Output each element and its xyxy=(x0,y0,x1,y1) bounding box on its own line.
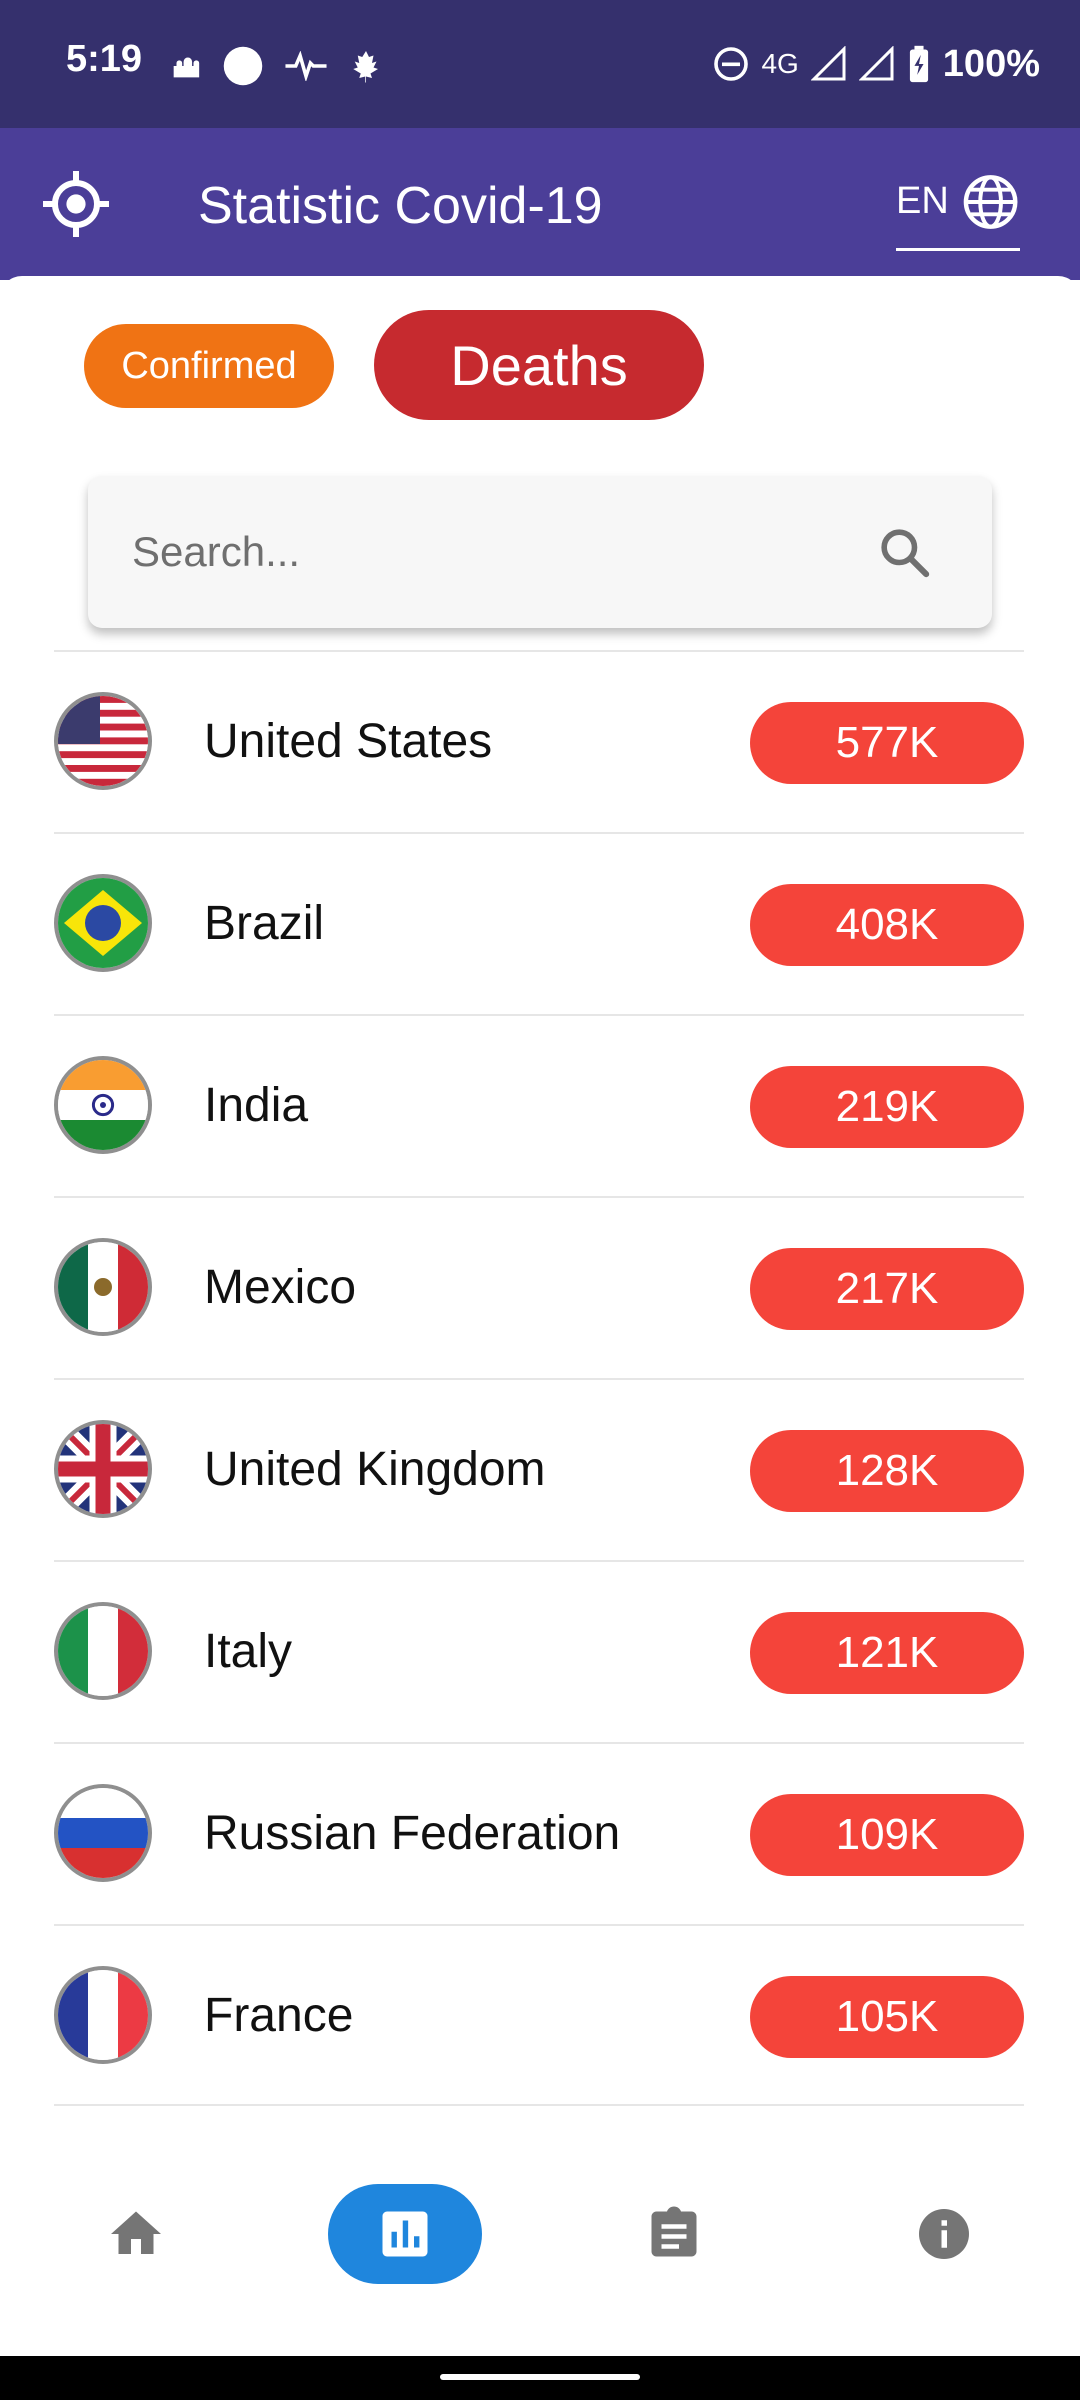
list-divider xyxy=(54,832,1024,834)
pulse-notification-icon xyxy=(285,51,327,81)
signal-icon xyxy=(810,46,846,81)
home-gesture-handle[interactable] xyxy=(440,2374,640,2380)
country-name: Brazil xyxy=(204,897,325,950)
maple-leaf-notification-icon xyxy=(353,51,378,83)
death-count-badge: 121K xyxy=(750,1612,1024,1694)
france-flag-icon xyxy=(54,1966,152,2064)
info-icon xyxy=(919,2209,969,2259)
country-name: United States xyxy=(204,715,493,768)
mexico-flag-icon xyxy=(54,1238,152,1336)
brazil-flag-icon xyxy=(54,874,152,972)
system-icons: 4G 100% xyxy=(713,36,1040,92)
country-name: France xyxy=(204,1989,354,2042)
gesture-bar xyxy=(0,2356,1080,2400)
battery-percent: 100% xyxy=(942,42,1040,85)
status-bar: 5:19 4G 100% xyxy=(0,0,1080,128)
my-location-icon[interactable] xyxy=(40,168,112,240)
list-divider xyxy=(54,1196,1024,1198)
country-row[interactable]: Mexico 217K xyxy=(0,1198,1080,1378)
country-name: Russian Federation xyxy=(204,1807,621,1860)
country-name: Italy xyxy=(204,1625,293,1678)
globe-icon xyxy=(963,175,1018,229)
death-count-badge: 105K xyxy=(750,1976,1024,2058)
do-not-disturb-icon xyxy=(714,47,749,81)
status-time: 5:19 xyxy=(66,38,143,80)
nav-home[interactable] xyxy=(86,2184,186,2284)
app-title: Statistic Covid-19 xyxy=(198,177,603,235)
death-count-badge: 408K xyxy=(750,884,1024,966)
country-row[interactable]: Russian Federation 109K xyxy=(0,1744,1080,1924)
list-divider xyxy=(54,1014,1024,1016)
list-divider xyxy=(54,650,1024,652)
country-row[interactable]: France 105K xyxy=(0,1926,1080,2106)
russia-flag-icon xyxy=(54,1784,152,1882)
country-row[interactable]: United States 577K xyxy=(0,652,1080,832)
language-selector[interactable]: EN xyxy=(896,172,1020,251)
country-name: India xyxy=(204,1079,309,1132)
language-code: EN xyxy=(896,180,949,222)
uk-flag-icon xyxy=(54,1420,152,1518)
search-bar[interactable]: Search... xyxy=(88,476,992,628)
country-name: Mexico xyxy=(204,1261,357,1314)
us-flag-icon xyxy=(54,692,152,790)
india-flag-icon xyxy=(54,1056,152,1154)
list-divider xyxy=(54,1378,1024,1380)
network-type-label: 4G xyxy=(761,48,799,79)
nav-reports[interactable] xyxy=(624,2184,724,2284)
notification-icons xyxy=(168,40,384,92)
country-row[interactable]: United Kingdom 128K xyxy=(0,1380,1080,1560)
country-row[interactable]: Italy 121K xyxy=(0,1562,1080,1742)
mosque-notification-icon xyxy=(173,57,200,78)
search-input[interactable]: Search... xyxy=(132,528,301,575)
death-count-badge: 577K xyxy=(750,702,1024,784)
death-count-badge: 217K xyxy=(750,1248,1024,1330)
country-row[interactable]: India 219K xyxy=(0,1016,1080,1196)
confirmed-filter-button[interactable]: Confirmed xyxy=(84,324,334,408)
signal-icon-2 xyxy=(858,46,894,81)
list-divider xyxy=(54,1924,1024,1926)
battery-charging-icon xyxy=(909,45,928,83)
circle-notification-icon xyxy=(223,46,263,86)
country-name: United Kingdom xyxy=(204,1443,546,1496)
deaths-filter-button[interactable]: Deaths xyxy=(374,310,704,420)
bottom-navigation xyxy=(0,2150,1080,2358)
death-count-badge: 128K xyxy=(750,1430,1024,1512)
search-icon[interactable] xyxy=(876,524,932,580)
app-bar: Statistic Covid-19 EN xyxy=(0,128,1080,280)
death-count-badge: 109K xyxy=(750,1794,1024,1876)
nav-info[interactable] xyxy=(894,2184,994,2284)
country-row[interactable]: Brazil 408K xyxy=(0,834,1080,1014)
list-divider xyxy=(54,1560,1024,1562)
bar-chart-icon xyxy=(382,2211,428,2257)
list-divider xyxy=(54,2104,1024,2106)
home-icon xyxy=(111,2211,161,2254)
death-count-badge: 219K xyxy=(750,1066,1024,1148)
list-divider xyxy=(54,1742,1024,1744)
italy-flag-icon xyxy=(54,1602,152,1700)
nav-statistics[interactable] xyxy=(328,2184,482,2284)
clipboard-icon xyxy=(651,2206,697,2257)
